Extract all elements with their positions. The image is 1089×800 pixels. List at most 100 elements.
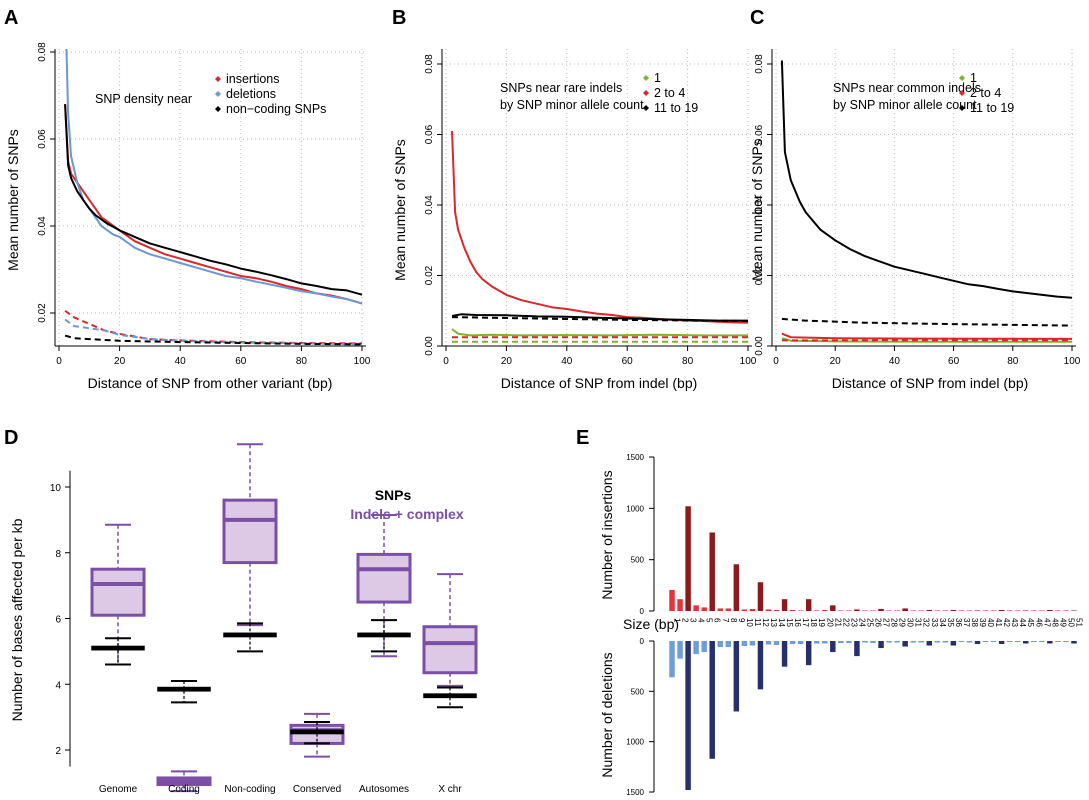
x-category-label: Autosomes <box>359 784 409 795</box>
box <box>90 567 146 617</box>
x-axis-label: Distance of SNP from indel (bp) <box>501 375 698 391</box>
insertion-bar <box>846 610 852 611</box>
size-tick-label: 48 <box>1050 618 1059 627</box>
insertion-bar <box>910 610 916 611</box>
insertion-bar <box>822 609 828 611</box>
box <box>356 552 412 604</box>
deletion-bar <box>1071 641 1077 644</box>
x-tick-label: 40 <box>175 356 187 367</box>
bottom-y-tick-label: 0 <box>640 637 645 646</box>
snp-box <box>157 686 211 692</box>
insertion-bar <box>1039 610 1045 611</box>
size-tick-label: 18 <box>809 618 818 627</box>
y-axis-label: Mean number of SNPs <box>749 139 765 281</box>
deletion-bar <box>886 641 892 643</box>
size-tick-label: 41 <box>994 618 1003 627</box>
legend-marker <box>215 106 221 112</box>
series-line <box>64 104 363 305</box>
size-tick-label: 4 <box>697 618 706 623</box>
bottom-y-tick-label: 1500 <box>626 788 644 797</box>
insertion-bar <box>998 609 1005 611</box>
panel-a: 0 20 40 60 80 100 0.02 0.04 0.06 0.08 Distance of… <box>5 42 371 391</box>
y-axis-label: Number of bases affected per kb <box>9 518 25 721</box>
size-tick-label: 2 <box>681 618 690 623</box>
snp-box <box>91 645 145 651</box>
insertion-bar <box>749 608 756 611</box>
deletion-bar <box>1006 641 1013 643</box>
bottom-y-axis-label: Number of deletions <box>599 652 615 777</box>
series-line <box>64 309 363 345</box>
series-line <box>64 334 363 346</box>
insertion-bar <box>902 608 908 611</box>
size-tick-label: 15 <box>785 618 794 627</box>
size-label: Size (bp) <box>623 616 679 632</box>
size-tick-label: 13 <box>769 618 778 627</box>
x-category-label: Genome <box>99 784 138 795</box>
x-tick-label: 40 <box>561 356 573 367</box>
size-tick-label: 31 <box>914 618 923 627</box>
deletion-bar <box>950 641 957 646</box>
insertion-bar <box>677 599 683 611</box>
size-tick-label: 50 <box>1066 618 1075 627</box>
size-tick-label: 32 <box>922 618 931 627</box>
deletion-bar <box>685 641 691 790</box>
insertion-bar <box>693 605 699 611</box>
legend-label: Indels + complex <box>350 506 463 522</box>
x-axis-label: Distance of SNP from indel (bp) <box>832 375 1029 391</box>
insertion-bar <box>950 609 957 611</box>
size-tick-label: 28 <box>890 618 899 627</box>
insertion-bar <box>813 610 820 611</box>
y-tick-label: 8 <box>55 549 61 560</box>
size-tick-label: 16 <box>793 618 802 627</box>
legend-label: 1 <box>970 71 977 85</box>
top-y-axis-label: Number of insertions <box>599 470 615 599</box>
deletion-bar <box>669 641 675 678</box>
deletion-bar <box>846 641 852 644</box>
deletion-bar <box>934 641 941 643</box>
size-tick-label: 6 <box>713 618 722 623</box>
x-tick-label: 80 <box>682 356 694 367</box>
size-tick-label: 49 <box>1058 618 1067 627</box>
deletion-bar <box>902 641 908 647</box>
y-tick-label: 0.04 <box>37 216 48 236</box>
panel-b: 0 20 40 60 80 100 0.00 0.02 0.04 0.06 0.08 Distanc… <box>392 49 757 391</box>
y-tick-label: 0.06 <box>424 124 435 144</box>
series-group <box>64 49 363 346</box>
insertion-bar <box>805 599 812 611</box>
legend-subtitle: by SNP minor allele count <box>833 98 977 112</box>
legend-title: SNPs near rare indels <box>500 81 622 95</box>
y-tick-label: 0.00 <box>754 336 765 356</box>
top-y-tick-label: 500 <box>631 556 645 565</box>
deletion-bar <box>797 641 804 645</box>
x-tick-label: 0 <box>773 356 779 367</box>
series-line <box>65 49 363 305</box>
insertion-bar <box>958 610 965 611</box>
deletion-bar <box>1047 641 1053 644</box>
legend-marker <box>643 90 649 96</box>
deletion-bar <box>789 641 796 645</box>
deletion-bar <box>741 641 748 647</box>
series-line <box>64 104 363 296</box>
bottom-y-tick-label: 1000 <box>626 738 644 747</box>
size-tick-label: 11 <box>753 618 762 627</box>
x-tick-label: 20 <box>501 356 513 367</box>
deletion-bar <box>926 641 933 646</box>
y-tick-label: 0.06 <box>37 129 48 149</box>
y-tick-label: 0.04 <box>424 195 435 215</box>
deletion-bar <box>894 641 900 643</box>
size-tick-label: 43 <box>1010 618 1019 627</box>
size-tick-label: 40 <box>986 618 995 627</box>
legend-label: 2 to 4 <box>970 86 1001 100</box>
size-tick-label: 30 <box>906 618 915 627</box>
insertion-bar <box>717 608 723 611</box>
x-category-label: X chr <box>438 784 462 795</box>
size-tick-label: 1 <box>673 618 682 623</box>
insertion-bar <box>1014 610 1021 611</box>
deletion-bar <box>1031 641 1037 643</box>
legend-label: 11 to 19 <box>654 101 698 115</box>
deletion-bar <box>757 641 764 690</box>
deletion-bar <box>1023 641 1029 644</box>
top-y-tick-label: 0 <box>640 607 645 616</box>
deletion-bar <box>1014 641 1021 643</box>
deletion-bar <box>918 641 924 643</box>
